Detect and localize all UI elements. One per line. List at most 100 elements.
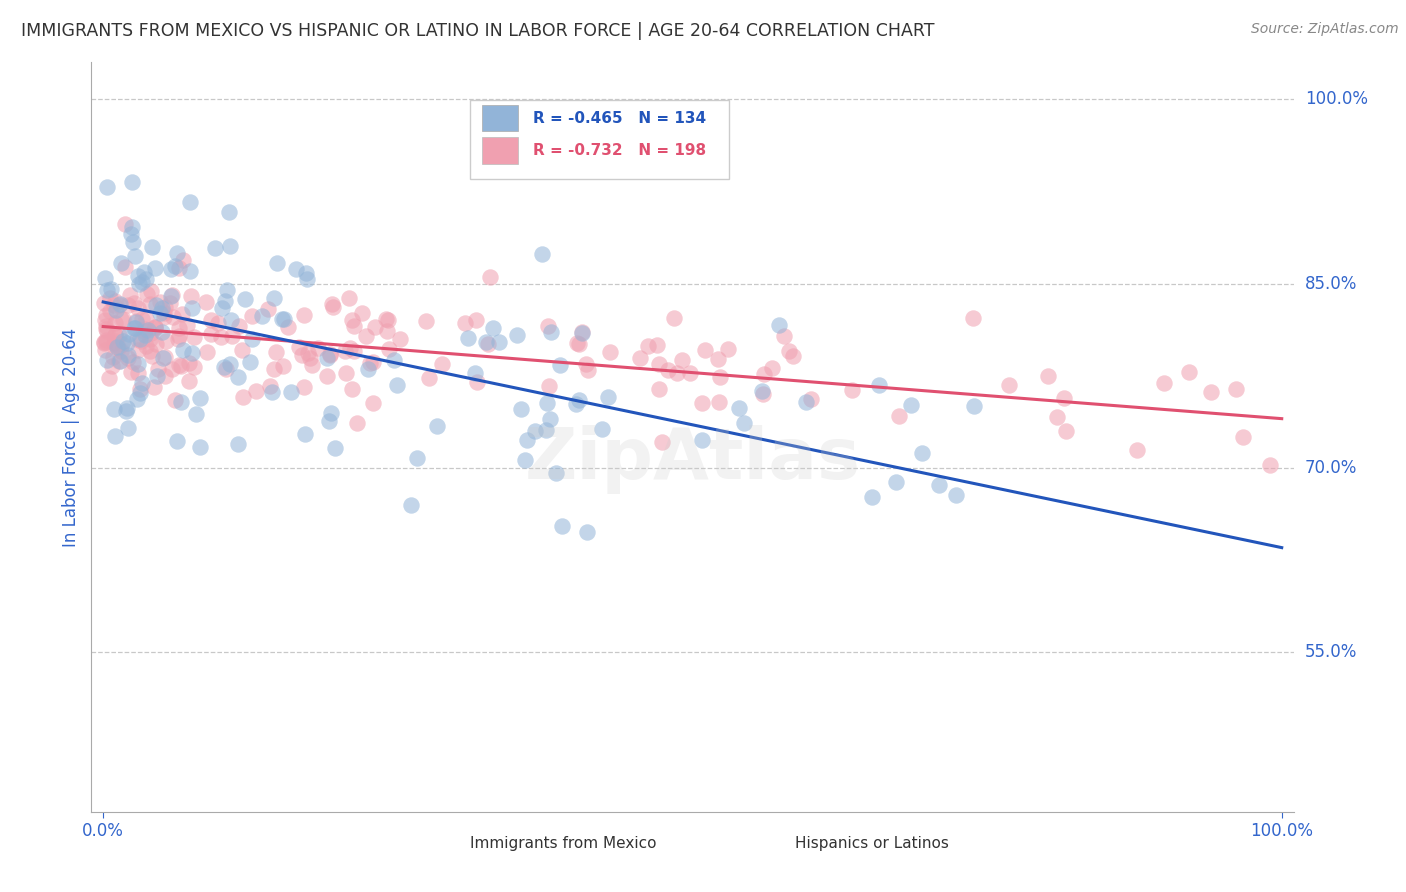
Point	[110, 344, 132, 359]
Point	[418, 371, 440, 385]
Point	[139, 344, 162, 359]
Point	[94, 322, 117, 336]
Point	[707, 351, 730, 366]
Point	[214, 294, 236, 309]
Point	[337, 291, 360, 305]
Point	[270, 312, 292, 326]
Point	[387, 377, 409, 392]
Point	[868, 377, 890, 392]
Point	[143, 319, 166, 334]
Point	[264, 344, 287, 359]
Point	[145, 320, 167, 334]
Point	[457, 331, 479, 345]
Point	[536, 396, 558, 410]
Point	[127, 343, 149, 357]
Point	[114, 260, 136, 275]
Point	[307, 341, 329, 355]
Point	[111, 312, 134, 326]
Point	[322, 300, 344, 314]
Point	[377, 324, 399, 338]
Point	[477, 337, 499, 351]
Point	[104, 302, 127, 317]
Point	[288, 340, 311, 354]
Point	[377, 343, 399, 357]
FancyBboxPatch shape	[470, 100, 728, 178]
Point	[321, 297, 343, 311]
Point	[184, 407, 207, 421]
Point	[200, 327, 222, 342]
Point	[648, 357, 671, 371]
Point	[841, 383, 863, 397]
Point	[127, 366, 149, 380]
Point	[928, 478, 950, 492]
Point	[284, 262, 307, 277]
Point	[93, 296, 115, 310]
Point	[231, 343, 253, 357]
Point	[361, 396, 384, 410]
Point	[343, 343, 366, 358]
Point	[167, 358, 190, 372]
Point	[135, 272, 157, 286]
Point	[131, 376, 153, 390]
Point	[323, 441, 346, 455]
Point	[122, 296, 145, 310]
Point	[121, 355, 143, 369]
Point	[149, 295, 172, 310]
Point	[550, 519, 572, 533]
Point	[100, 282, 122, 296]
Point	[316, 351, 339, 365]
Point	[152, 305, 174, 319]
Point	[121, 235, 143, 249]
Point	[219, 312, 242, 326]
Point	[127, 268, 149, 283]
Point	[112, 334, 135, 348]
Point	[155, 334, 177, 348]
Point	[104, 327, 127, 342]
Point	[273, 359, 295, 373]
Point	[860, 490, 883, 504]
Point	[167, 321, 190, 335]
Point	[406, 451, 429, 466]
Point	[709, 370, 731, 384]
Point	[1225, 382, 1247, 396]
Point	[415, 314, 437, 328]
Point	[671, 353, 693, 368]
Point	[105, 338, 128, 352]
Point	[129, 386, 152, 401]
Text: 55.0%: 55.0%	[1305, 643, 1357, 661]
Point	[195, 344, 218, 359]
Point	[568, 392, 591, 407]
Point	[536, 423, 558, 437]
Point	[754, 367, 776, 381]
Point	[263, 291, 285, 305]
Point	[454, 316, 477, 330]
Point	[679, 367, 702, 381]
Point	[96, 309, 118, 323]
Point	[997, 378, 1019, 392]
Point	[233, 292, 256, 306]
Point	[124, 320, 146, 334]
Point	[346, 416, 368, 430]
Text: Hispanics or Latinos: Hispanics or Latinos	[794, 836, 949, 851]
Point	[218, 239, 240, 253]
Point	[131, 311, 153, 326]
Point	[887, 409, 910, 423]
Point	[250, 309, 273, 323]
Point	[153, 351, 176, 365]
Point	[188, 440, 211, 454]
Point	[170, 395, 193, 409]
Point	[134, 311, 156, 326]
Point	[260, 384, 283, 399]
Point	[693, 343, 716, 357]
Point	[425, 419, 447, 434]
Point	[218, 205, 240, 219]
Point	[209, 330, 232, 344]
Point	[292, 308, 315, 322]
Point	[717, 342, 740, 356]
Point	[357, 362, 380, 376]
Point	[384, 353, 406, 368]
Point	[104, 334, 127, 348]
Point	[475, 334, 498, 349]
Point	[160, 289, 183, 303]
Point	[226, 436, 249, 450]
